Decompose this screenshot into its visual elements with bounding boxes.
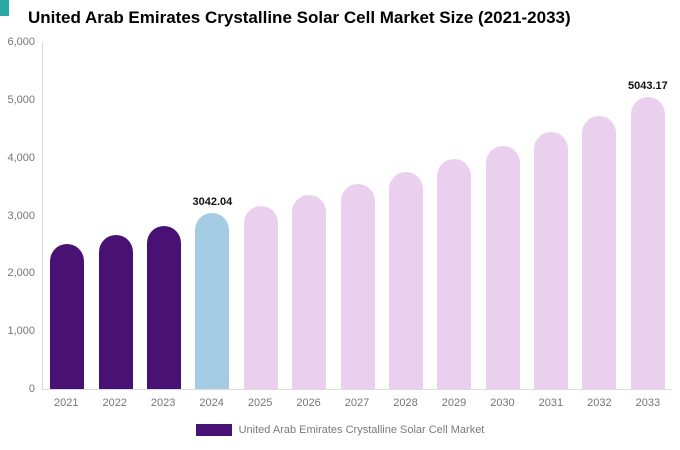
legend-label: United Arab Emirates Crystalline Solar C…	[238, 424, 485, 436]
x-tick-label: 2025	[247, 397, 273, 409]
bar-2029	[437, 158, 472, 389]
bar-slot	[43, 42, 91, 389]
y-tick-label: 2,000	[7, 267, 35, 280]
x-tick-label: 2026	[296, 397, 321, 409]
bar-2032	[582, 116, 617, 389]
y-tick-label: 3,000	[7, 209, 35, 222]
bar-2022	[98, 235, 133, 389]
bar-2021	[50, 244, 85, 389]
x-tick-label: 2030	[490, 397, 515, 409]
bar-value-label: 5043.17	[627, 80, 668, 93]
x-tick-label: 2032	[587, 397, 612, 409]
bar-2025	[243, 206, 278, 389]
y-tick-label: 5,000	[7, 93, 35, 106]
bar-slot	[479, 42, 527, 389]
logo-mark	[0, 0, 9, 16]
y-tick-label: 4,000	[7, 151, 35, 164]
bar-2023	[146, 225, 181, 389]
bar-slot	[382, 42, 430, 389]
bar-slot: 5043.17	[624, 42, 672, 389]
bar-2033: 5043.17	[628, 80, 668, 389]
legend[interactable]: United Arab Emirates Crystalline Solar C…	[0, 424, 680, 436]
plot-area: 3042.04 5043.17 0 1,000 2,000 3,000 4,000 5,00…	[7, 36, 672, 395]
bar-2031	[534, 131, 569, 389]
bar-slot	[333, 42, 381, 389]
bar-slot	[575, 42, 623, 389]
bar-2024: 3042.04	[192, 196, 232, 389]
bar-value-label: 3042.04	[192, 196, 233, 209]
bar-2028	[388, 171, 423, 389]
bar-slot	[430, 42, 478, 389]
x-tick-label: 2023	[150, 397, 176, 409]
bar-slot	[527, 42, 575, 389]
x-tick-label: 2024	[199, 397, 224, 409]
bar-2027	[340, 184, 375, 389]
bars-row: 3042.04 5043.17	[43, 42, 672, 389]
y-tick-label: 0	[28, 383, 35, 395]
legend-swatch	[195, 424, 232, 436]
bar-2026	[292, 194, 327, 389]
bar-2030	[485, 145, 520, 389]
x-tick-label: 2028	[393, 397, 418, 409]
bar-slot	[237, 42, 285, 389]
x-tick-label: 2027	[344, 397, 370, 409]
bar-slot	[285, 42, 333, 389]
chart-title: United Arab Emirates Crystalline Solar C…	[28, 8, 571, 27]
x-tick-label: 2031	[538, 397, 564, 409]
bar-slot: 3042.04	[188, 42, 236, 389]
bar-slot	[140, 42, 188, 389]
x-tick-label: 2029	[441, 397, 467, 409]
y-tick-label: 6,000	[7, 36, 35, 48]
bar-slot	[91, 42, 139, 389]
y-tick-label: 1,000	[7, 325, 35, 338]
x-tick-label: 2021	[53, 397, 79, 409]
x-axis-labels: 2021 2022 2023 2024 2025 2026 2027 2028 2029 2030…	[42, 397, 672, 409]
x-tick-label: 2022	[102, 397, 127, 409]
x-tick-label: 2033	[635, 397, 661, 409]
